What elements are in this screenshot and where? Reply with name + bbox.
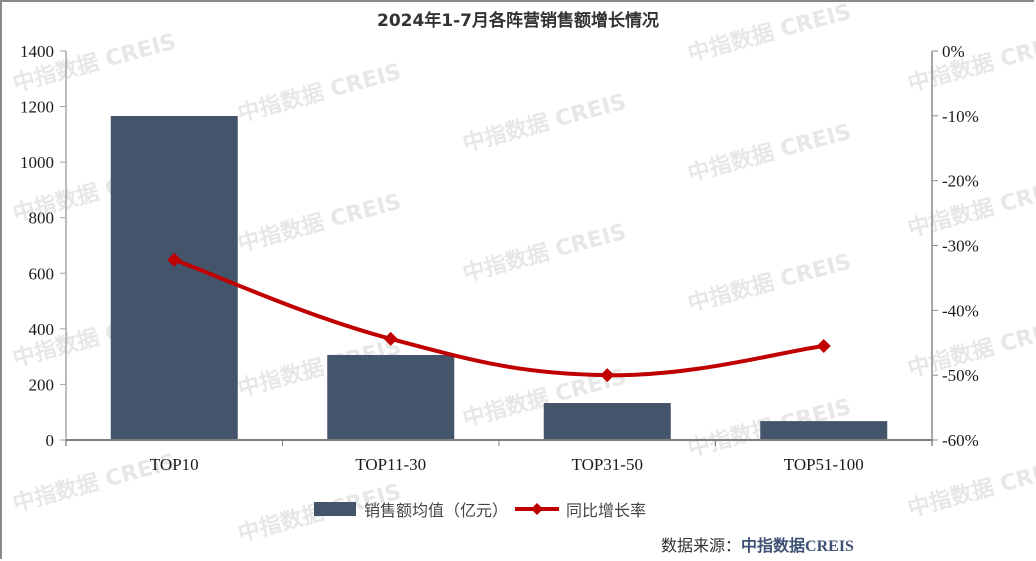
left-tick-label: 1000 <box>20 153 54 172</box>
line-diamond-swatch-icon <box>515 503 560 515</box>
left-tick-label: 1200 <box>20 98 54 117</box>
right-tick-label: 0% <box>942 42 965 61</box>
right-tick-label: -60% <box>942 431 979 450</box>
category-label: TOP10 <box>150 455 199 474</box>
bar <box>760 421 888 440</box>
category-label: TOP31-50 <box>572 455 643 474</box>
left-tick-label: 200 <box>29 375 55 394</box>
source-brand: 中指数据 <box>741 536 806 555</box>
left-tick-label: 600 <box>29 264 55 283</box>
chart-title: 2024年1-7月各阵营销售额增长情况 <box>376 11 660 31</box>
right-tick-label: -30% <box>942 237 979 256</box>
source-brand-en: CREIS <box>805 538 854 555</box>
left-tick-label: 800 <box>29 209 55 228</box>
bar <box>327 354 455 440</box>
right-tick-label: -50% <box>942 366 979 385</box>
data-source: 数据来源：中指数据CREIS <box>661 532 854 556</box>
bar-swatch-icon <box>314 502 356 516</box>
left-tick-label: 400 <box>29 320 55 339</box>
right-tick-label: -10% <box>942 107 979 126</box>
right-tick-label: -40% <box>942 301 979 320</box>
diamond-marker-icon <box>167 252 182 267</box>
right-tick-label: -20% <box>942 172 979 191</box>
diamond-marker-icon <box>383 331 398 346</box>
legend-line-label: 同比增长率 <box>566 501 647 520</box>
diamond-marker-icon <box>600 368 615 383</box>
diamond-marker-icon <box>816 338 831 353</box>
bar <box>543 403 671 440</box>
source-prefix: 数据来源： <box>661 536 742 555</box>
legend-bar-label: 销售额均值（亿元） <box>364 501 509 520</box>
left-tick-label: 0 <box>46 431 55 450</box>
left-tick-label: 1400 <box>20 42 54 61</box>
legend-item-line[interactable]: 同比增长率 <box>514 497 646 521</box>
category-label: TOP11-30 <box>355 455 426 474</box>
category-label: TOP51-100 <box>784 455 864 474</box>
growth-rate-line <box>172 257 826 378</box>
legend-item-bar[interactable]: 销售额均值（亿元） <box>314 497 508 521</box>
legend: 销售额均值（亿元） 同比增长率 <box>314 497 652 521</box>
